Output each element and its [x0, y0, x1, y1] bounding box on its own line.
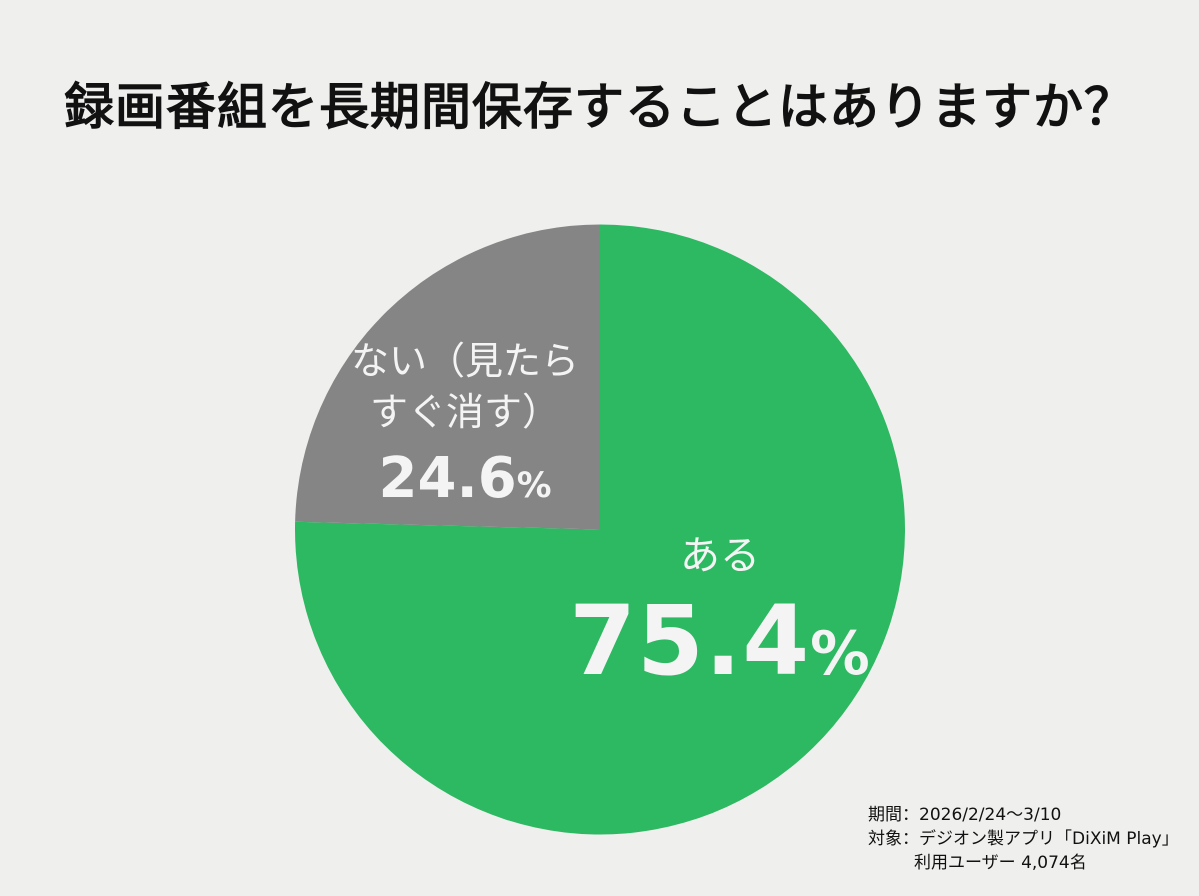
slice-yes-value: 75.4 [569, 585, 811, 697]
slice-yes-label: ある [680, 533, 760, 579]
slice-no-value: 24.6 [378, 446, 517, 511]
slice-no-percent: 24.6% [330, 446, 600, 511]
slice-no-label-line2: すぐ消す） [369, 390, 560, 434]
chart-title: 録画番組を長期間保存することはありますか？ [64, 78, 1135, 136]
slice-no-label-line1: ない（見たら [350, 339, 579, 383]
survey-period: 期間：2026/2/24〜3/10 [868, 805, 1062, 825]
slice-yes [295, 224, 906, 835]
slice-no-label: ない（見たら すぐ消す） [330, 336, 600, 438]
survey-sample-size: 利用ユーザー 4,074名 [914, 853, 1087, 873]
survey-note: 期間：2026/2/24〜3/10 対象：デジオン製アプリ「DiXiM Play… [868, 803, 1179, 875]
percent-sign: % [810, 620, 871, 689]
percent-sign: % [516, 466, 552, 506]
slice-yes-percent: 75.4% [560, 585, 880, 697]
survey-target: 対象：デジオン製アプリ「DiXiM Play」 [868, 829, 1179, 849]
slice-no [295, 224, 600, 530]
